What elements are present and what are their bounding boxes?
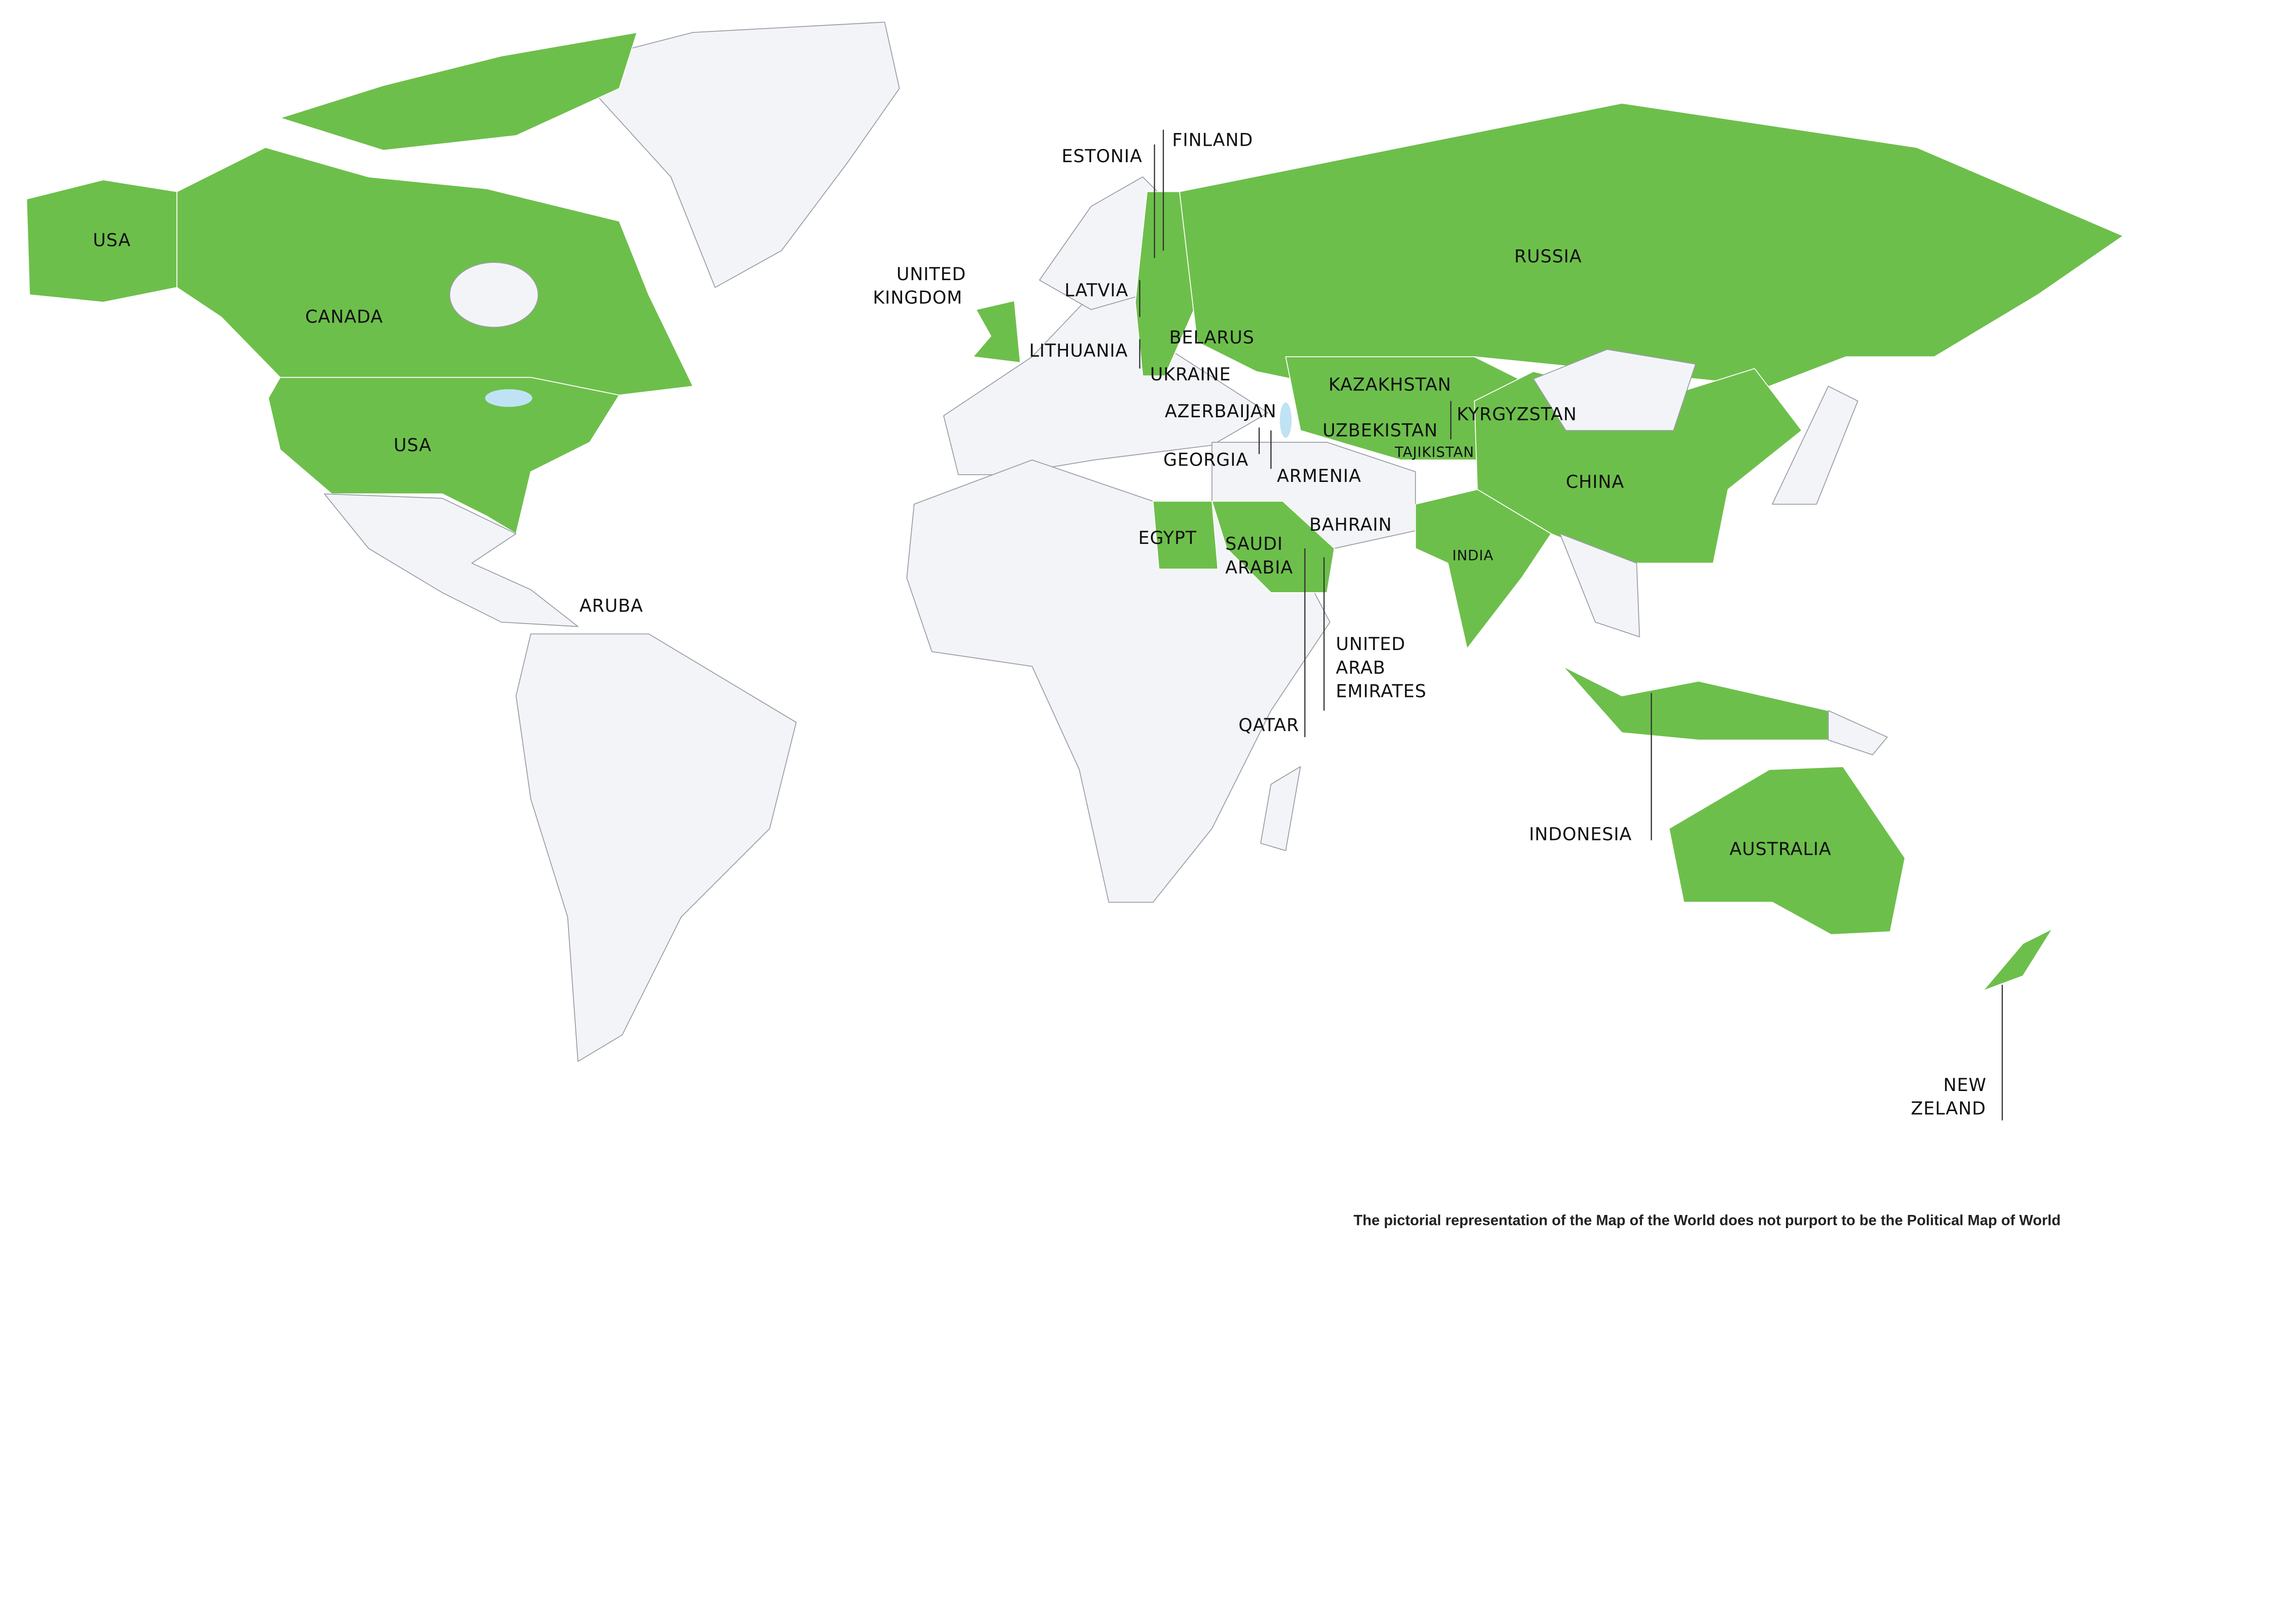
russia — [1179, 102, 2124, 387]
caspian-sea — [1280, 402, 1292, 438]
label-egypt: EGYPT — [1138, 528, 1196, 548]
label-estonia: ESTONIA — [1062, 146, 1142, 167]
label-australia: AUSTRALIA — [1729, 839, 1832, 860]
label-saudi-line1: SAUDI — [1225, 534, 1283, 554]
label-aruba: ARUBA — [580, 596, 643, 616]
indonesia — [1562, 666, 1829, 741]
label-finland: FINLAND — [1172, 130, 1253, 150]
label-ukraine: UKRAINE — [1150, 364, 1231, 385]
united-kingdom — [972, 300, 1021, 364]
label-russia: RUSSIA — [1514, 246, 1582, 267]
new-zealand — [1982, 928, 2053, 991]
hudson-bay — [449, 262, 539, 328]
label-azerbaijan: AZERBAIJAN — [1165, 401, 1277, 422]
south-america — [515, 633, 797, 1062]
label-uae-line1: UNITED — [1336, 634, 1406, 655]
label-uk-line2: KINGDOM — [873, 288, 963, 308]
label-nz-line1: NEW — [1943, 1075, 1986, 1096]
label-indonesia: INDONESIA — [1529, 825, 1632, 845]
label-kazakhstan: KAZAKHSTAN — [1329, 375, 1452, 395]
label-qatar: QATAR — [1238, 715, 1299, 736]
label-china: CHINA — [1566, 472, 1624, 492]
australia — [1668, 766, 1906, 935]
label-belarus: BELARUS — [1169, 328, 1254, 348]
japan — [1771, 385, 1858, 505]
papua — [1827, 710, 1888, 755]
label-usa: USA — [394, 435, 431, 456]
leader-lines — [1139, 129, 2003, 1121]
label-saudi-line2: ARABIA — [1225, 558, 1293, 578]
southeast-asia — [1559, 533, 1640, 638]
label-usa-alaska: USA — [93, 230, 131, 251]
label-tajikistan: TAJIKISTAN — [1394, 444, 1474, 461]
india — [1415, 489, 1552, 649]
europe — [943, 206, 1269, 476]
label-uzbekistan: UZBEKISTAN — [1323, 420, 1438, 441]
canada — [176, 147, 694, 396]
label-canada: CANADA — [305, 307, 383, 328]
great-lakes — [485, 389, 533, 407]
world-map: USA CANADA USA UNITED KINGDOM ESTONIA FI… — [26, 21, 2124, 1228]
label-bahrain: BAHRAIN — [1309, 515, 1392, 535]
usa — [268, 377, 620, 534]
greenland — [589, 21, 900, 288]
label-nz-line2: ZELAND — [1911, 1099, 1986, 1119]
canada-arctic-islands — [279, 32, 638, 151]
label-india: INDIA — [1452, 548, 1494, 564]
country-labels: USA CANADA USA UNITED KINGDOM ESTONIA FI… — [93, 130, 1986, 1119]
label-uk-line1: UNITED — [897, 264, 966, 285]
disclaimer: The pictorial representation of the Map … — [1354, 1212, 2061, 1228]
label-georgia: GEORGIA — [1163, 450, 1248, 471]
label-armenia: ARMENIA — [1277, 466, 1361, 487]
label-latvia: LATVIA — [1065, 280, 1129, 301]
central-america — [324, 493, 579, 627]
label-kyrgyzstan: KYRGYZSTAN — [1457, 404, 1577, 425]
label-uae-line2: ARAB — [1336, 658, 1385, 678]
egypt — [1152, 501, 1219, 570]
label-lithuania: LITHUANIA — [1029, 341, 1128, 361]
label-uae-line3: EMIRATES — [1336, 681, 1426, 702]
madagascar — [1260, 766, 1301, 851]
land-masses — [26, 21, 2124, 1062]
mongolia — [1533, 349, 1696, 431]
saudi-arabia — [1211, 501, 1335, 593]
